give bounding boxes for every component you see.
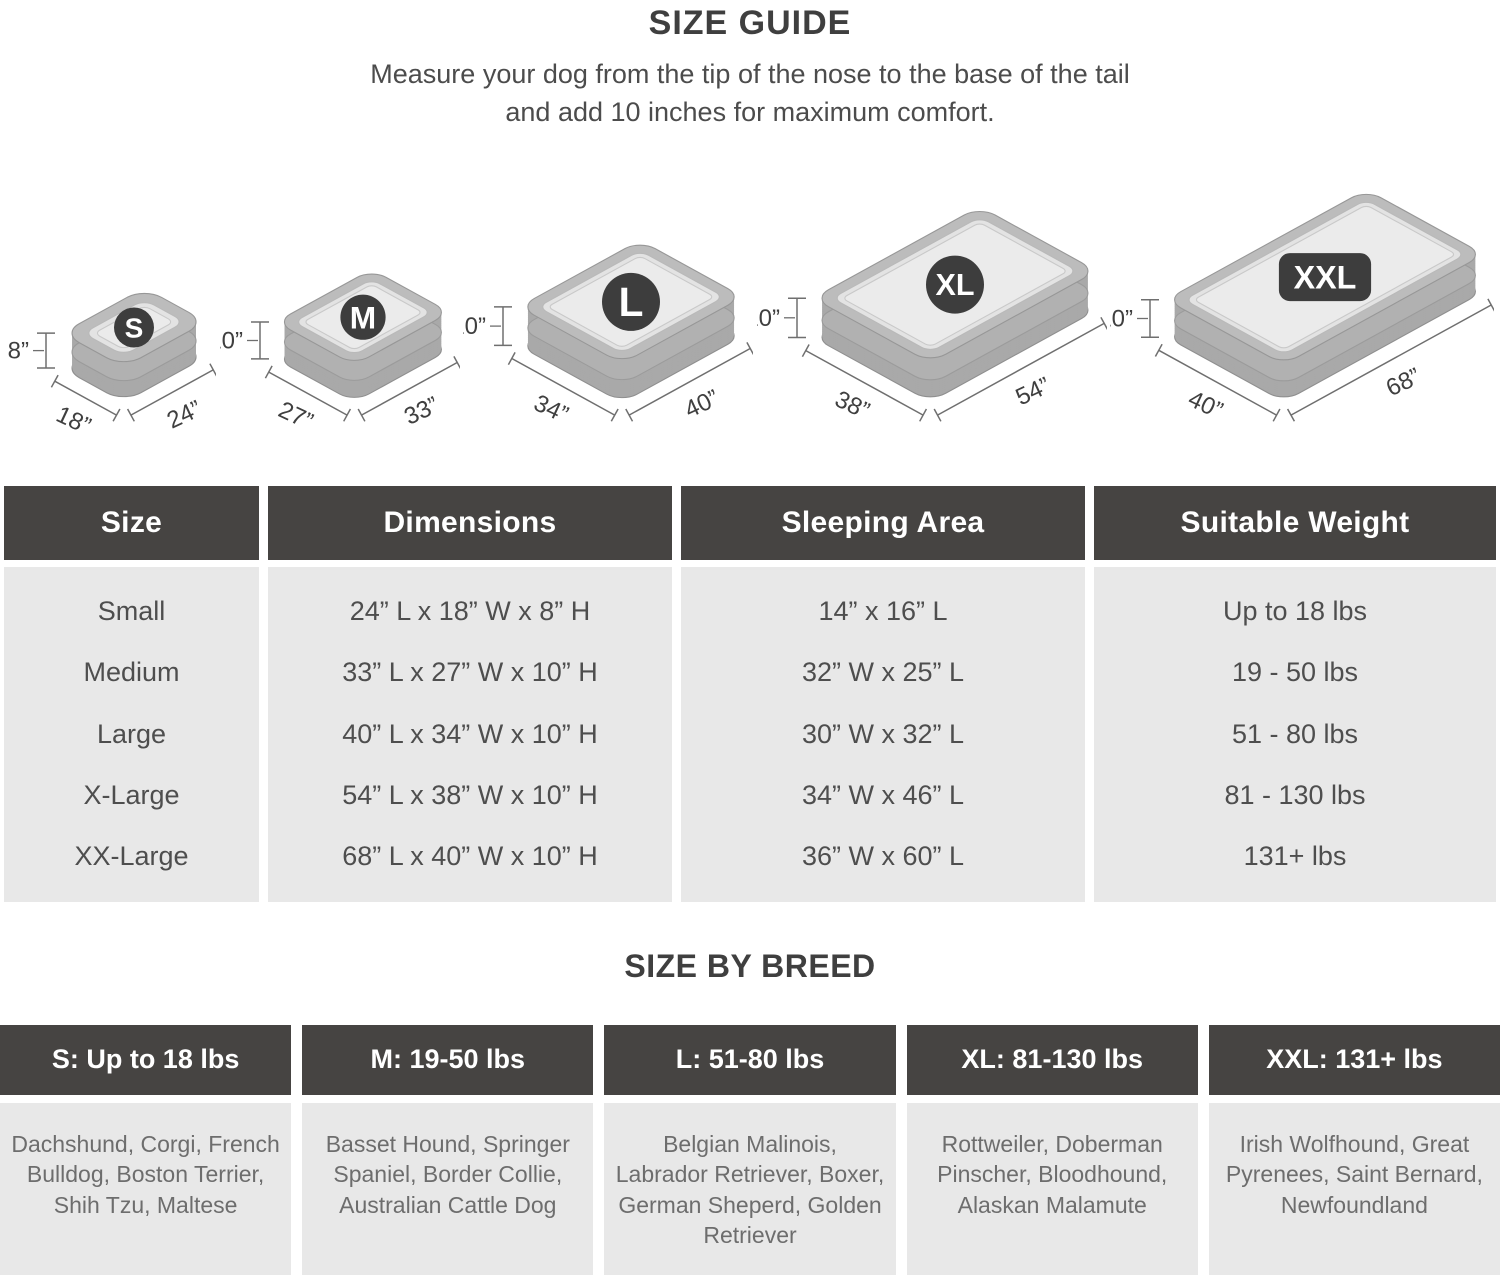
bed-height-label: 10”	[757, 304, 780, 331]
bed-size-badge	[114, 307, 154, 348]
breed-column-header: XXL: 131+ lbs	[1208, 1024, 1500, 1095]
size-table-cell: 32” W x 25” L	[801, 657, 965, 688]
breed-list: Rottweiler, Doberman Pinscher, Bloodhoun…	[906, 1102, 1198, 1275]
size-table-column-body: 24” L x 18” W x 8” H 33” L x 27” W x 10” …	[268, 566, 672, 902]
breed-table: S: Up to 18 lbs Dachshund, Corgi, French …	[0, 1024, 1500, 1275]
bed-size-badge	[925, 255, 984, 314]
bed-illustration-m: 27” 33” 10” M	[208, 142, 461, 435]
size-table-cell: XX-Large	[74, 841, 189, 872]
bed-slot-m: 27” 33” 10” M	[208, 142, 461, 452]
page-title: SIZE GUIDE	[648, 4, 852, 42]
bed-width-label: 40”	[1184, 385, 1227, 424]
bed-height-label: 10”	[463, 313, 486, 340]
size-table-cell: Small	[97, 595, 166, 626]
size-table-cell: Up to 18 lbs	[1222, 595, 1368, 626]
bed-slot-xl: 38” 54” 10” XL	[745, 142, 1108, 452]
size-table-cell: 19 - 50 lbs	[1231, 657, 1359, 688]
breed-column-header: XL: 81-130 lbs	[906, 1024, 1198, 1095]
size-table-cell: 14” x 16” L	[818, 595, 948, 626]
size-table-cell: Medium	[83, 657, 180, 688]
breed-list: Dachshund, Corgi, French Bulldog, Boston…	[0, 1102, 292, 1275]
size-table-cell: X-Large	[83, 780, 180, 811]
size-table-cell: 36” W x 60” L	[801, 841, 965, 872]
size-table: Size Small Medium Large X-Large XX-Large Dimen…	[4, 485, 1496, 902]
bed-height-label: 8”	[8, 337, 29, 364]
bed-length-label: 54”	[1011, 372, 1054, 411]
size-table-cell: 40” L x 34” W x 10” H	[342, 718, 598, 749]
size-table-column-body: Small Medium Large X-Large XX-Large	[4, 566, 259, 902]
bed-width-label: 18”	[52, 401, 95, 440]
breed-column-header: L: 51-80 lbs	[604, 1024, 896, 1095]
bed-height-label: 10”	[1110, 305, 1133, 332]
breed-column-xl: XL: 81-130 lbs Rottweiler, Doberman Pinsc…	[906, 1024, 1198, 1275]
size-table-cell: 34” W x 46” L	[801, 780, 965, 811]
size-table-column-suitable-weight: Suitable Weight Up to 18 lbs 19 - 50 lbs 51…	[1094, 485, 1496, 902]
bed-slot-l: 34” 40” 10” L	[451, 142, 755, 452]
bed-size-badge-label: XL	[935, 268, 974, 302]
size-table-header: Sleeping Area	[681, 485, 1085, 560]
bed-height-label: 10”	[220, 327, 243, 354]
breed-section-title: SIZE BY BREED	[624, 947, 876, 984]
breed-column-s: S: Up to 18 lbs Dachshund, Corgi, French …	[0, 1024, 292, 1275]
bed-illustration-s: 18” 24” 8” S	[8, 142, 218, 440]
bed-length-label: 40”	[680, 384, 723, 423]
breed-list: Belgian Malinois, Labrador Retriever, Bo…	[604, 1102, 896, 1275]
subtitle-line-2: and add 10 inches for maximum comfort.	[505, 97, 995, 128]
breed-column-m: M: 19-50 lbs Basset Hound, Springer Spani…	[302, 1024, 594, 1275]
bed-size-illustrations: 18” 24” 8” S 27” 33” 10” M 34” 40” 10” L 38” 54” 10” XL…	[0, 142, 1500, 452]
breed-list: Irish Wolfhound, Great Pyrenees, Saint B…	[1208, 1102, 1500, 1275]
breed-column-header: S: Up to 18 lbs	[0, 1024, 292, 1095]
size-table-cell: 33” L x 27” W x 10” H	[342, 657, 598, 688]
bed-width-label: 27”	[274, 396, 317, 435]
size-table-cell: 54” L x 38” W x 10” H	[342, 780, 598, 811]
subtitle-line-1: Measure your dog from the tip of the nos…	[370, 59, 1130, 89]
breed-column-header: M: 19-50 lbs	[302, 1024, 594, 1095]
size-table-column-dimensions: Dimensions 24” L x 18” W x 8” H 33” L x 27…	[268, 485, 672, 902]
breed-column-xxl: XXL: 131+ lbs Irish Wolfhound, Great Pyre…	[1208, 1024, 1500, 1275]
page-subtitle: Measure your dog from the tip of the nos…	[0, 55, 1500, 132]
bed-size-badge-label: M	[349, 299, 375, 335]
size-table-cell: 81 - 130 lbs	[1224, 780, 1366, 811]
breed-column-l: L: 51-80 lbs Belgian Malinois, Labrador R…	[604, 1024, 896, 1275]
bed-illustration-xxl: 40” 68” 10” XXL	[1098, 142, 1496, 424]
bed-size-badge-label: S	[125, 312, 144, 343]
bed-width-label: 38”	[830, 385, 873, 424]
size-table-cell: 24” L x 18” W x 8” H	[349, 595, 591, 626]
bed-size-badge	[1278, 252, 1372, 301]
size-table-header: Size	[4, 485, 259, 560]
bed-slot-xxl: 40” 68” 10” XXL	[1098, 142, 1496, 452]
bed-length-label: 68”	[1382, 363, 1425, 402]
size-table-column-body: Up to 18 lbs 19 - 50 lbs 51 - 80 lbs 81 - 1…	[1094, 566, 1496, 902]
size-table-header: Suitable Weight	[1094, 485, 1496, 560]
size-table-cell: 51 - 80 lbs	[1231, 718, 1359, 749]
size-table-cell: 30” W x 32” L	[801, 718, 965, 749]
size-table-column-size: Size Small Medium Large X-Large XX-Large	[4, 485, 259, 902]
bed-length-label: 33”	[400, 391, 443, 430]
size-table-column-body: 14” x 16” L 32” W x 25” L 30” W x 32” L 34”…	[681, 566, 1085, 902]
bed-size-badge-label: L	[619, 279, 644, 325]
bed-illustration-l: 34” 40” 10” L	[451, 142, 755, 428]
size-table-cell: 68” L x 40” W x 10” H	[342, 841, 598, 872]
bed-size-badge	[602, 272, 660, 331]
size-table-column-sleeping-area: Sleeping Area 14” x 16” L 32” W x 25” L 30”…	[681, 485, 1085, 902]
bed-width-label: 34”	[530, 389, 573, 428]
bed-length-label: 24”	[163, 395, 206, 434]
size-table-cell: 131+ lbs	[1243, 841, 1347, 872]
bed-illustration-xl: 38” 54” 10” XL	[745, 142, 1108, 424]
bed-size-badge-label: XXL	[1294, 259, 1357, 295]
breed-list: Basset Hound, Springer Spaniel, Border C…	[302, 1102, 594, 1275]
size-table-cell: Large	[96, 718, 167, 749]
size-table-header: Dimensions	[268, 485, 672, 560]
bed-size-badge	[339, 294, 386, 340]
bed-slot-s: 18” 24” 8” S	[6, 142, 218, 452]
